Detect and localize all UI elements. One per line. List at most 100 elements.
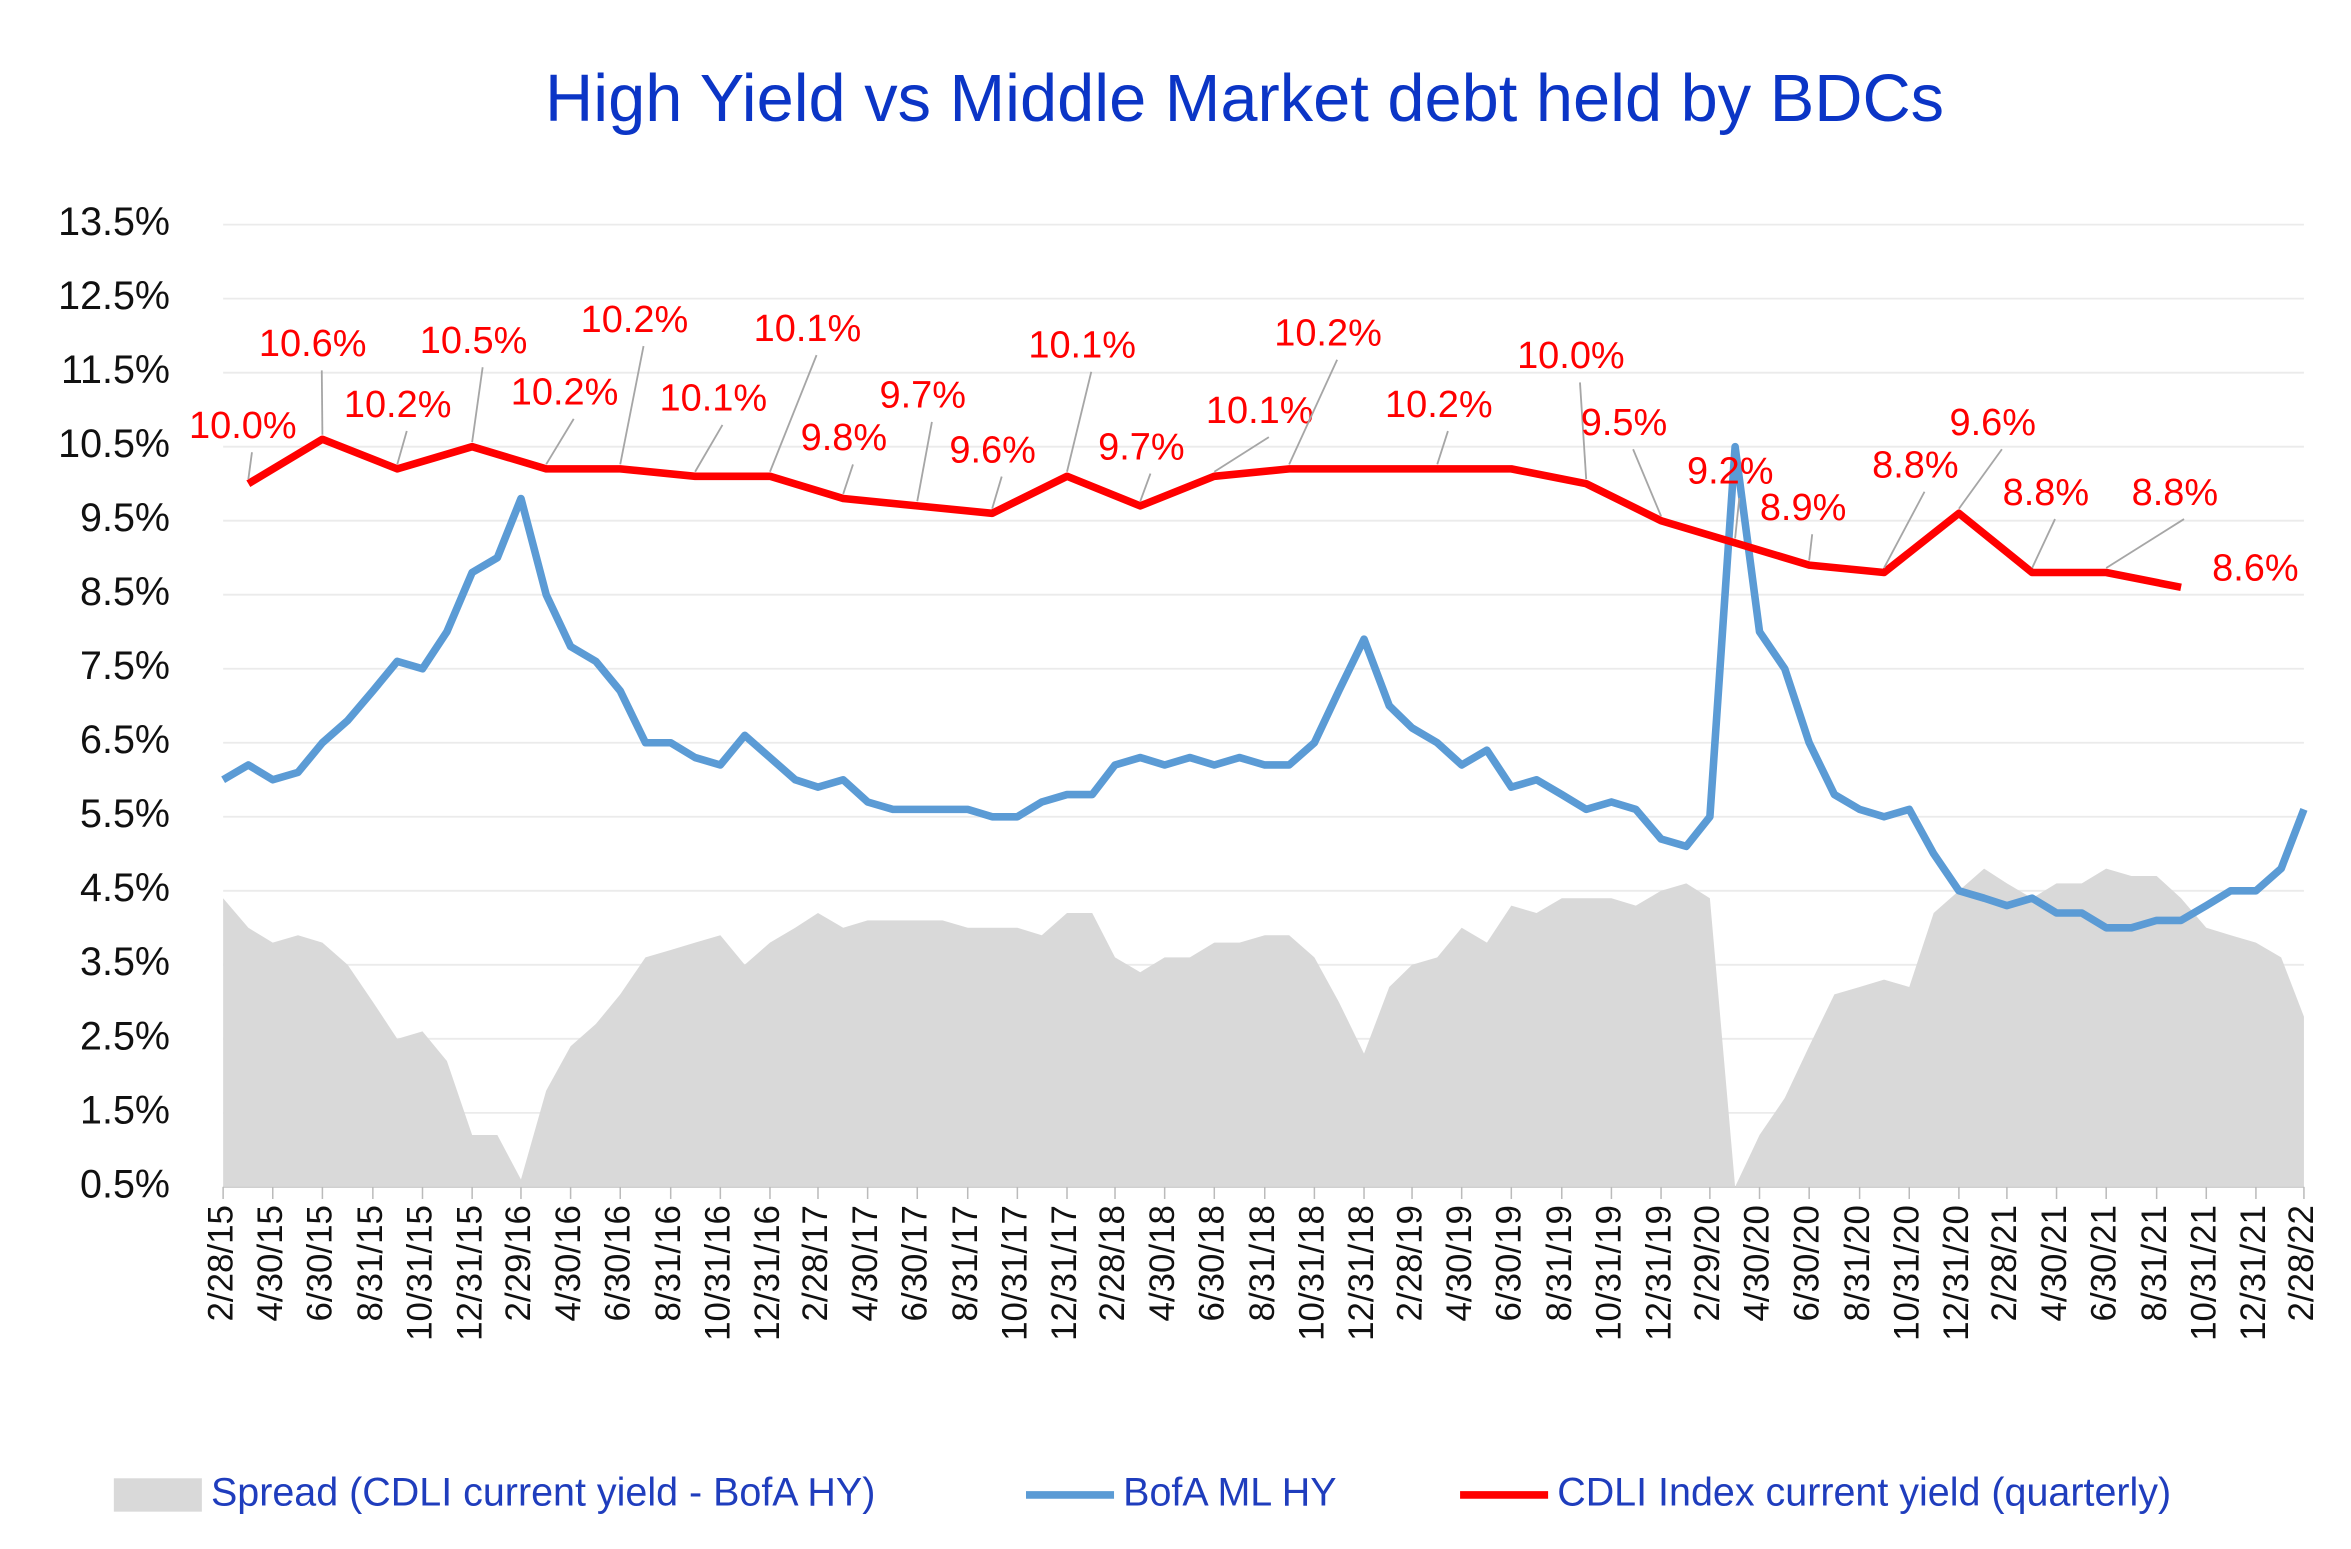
- leader-line: [1213, 436, 1270, 473]
- x-tick-label: 2/28/22: [2282, 1205, 2321, 1321]
- data-label: 10.0%: [1517, 335, 1625, 377]
- x-tick-label: 6/30/17: [895, 1205, 934, 1321]
- leader-line: [916, 421, 933, 502]
- legend-label: BofA ML HY: [1123, 1470, 1336, 1514]
- x-tick-label: 8/31/19: [1540, 1205, 1579, 1321]
- y-tick-label: 2.5%: [80, 1014, 170, 1058]
- x-tick-label: 4/30/18: [1143, 1205, 1182, 1321]
- leader-line: [1579, 382, 1588, 480]
- x-tick-label: 2/28/17: [796, 1205, 835, 1321]
- x-tick-label: 8/31/15: [351, 1205, 390, 1321]
- leader-line: [1436, 430, 1449, 465]
- data-label: 9.7%: [1098, 426, 1184, 468]
- leader-line: [1734, 497, 1741, 539]
- y-tick-label: 8.5%: [80, 570, 170, 614]
- data-label: 9.6%: [1950, 402, 2036, 444]
- x-tick-label: 6/30/15: [301, 1205, 340, 1321]
- data-label: 10.1%: [1206, 390, 1314, 432]
- y-tick-label: 11.5%: [61, 348, 170, 392]
- data-label: 8.8%: [2132, 472, 2218, 514]
- y-tick-label: 4.5%: [80, 866, 170, 910]
- x-tick-label: 2/28/15: [201, 1205, 240, 1321]
- leader-line: [1808, 534, 1814, 561]
- x-tick-label: 10/31/15: [401, 1205, 440, 1341]
- spread-area: [223, 868, 2304, 1187]
- y-tick-label: 9.5%: [80, 496, 170, 540]
- data-label: 10.1%: [754, 308, 862, 350]
- leader-line: [619, 345, 645, 465]
- y-tick-label: 3.5%: [80, 940, 170, 984]
- x-tick-label: 12/31/16: [748, 1205, 787, 1341]
- leader-line: [1883, 491, 1926, 569]
- data-label: 9.2%: [1687, 451, 1773, 493]
- x-tick-label: 8/31/20: [1838, 1205, 1877, 1321]
- x-tick-label: 6/30/20: [1787, 1205, 1826, 1321]
- x-tick-label: 8/31/17: [946, 1205, 985, 1321]
- data-label: 10.2%: [581, 299, 689, 341]
- leader-line: [1958, 448, 2003, 510]
- legend-label: CDLI Index current yield (quarterly): [1557, 1470, 2171, 1514]
- x-tick-label: 10/31/17: [996, 1205, 1035, 1341]
- x-tick-label: 2/28/18: [1093, 1205, 1132, 1321]
- leader-line: [247, 452, 253, 480]
- x-tick-label: 12/31/20: [1937, 1205, 1976, 1341]
- y-tick-label: 1.5%: [80, 1088, 170, 1132]
- x-tick-label: 4/30/15: [251, 1205, 290, 1321]
- leader-line: [320, 370, 324, 435]
- x-tick-label: 6/30/18: [1193, 1205, 1232, 1321]
- y-tick-label: 5.5%: [80, 792, 170, 836]
- x-tick-label: 8/31/18: [1243, 1205, 1282, 1321]
- series-line: [246, 435, 2182, 592]
- x-tick-label: 2/28/21: [1985, 1205, 2024, 1321]
- data-label: 9.6%: [949, 429, 1035, 471]
- x-tick-label: 6/30/16: [598, 1205, 637, 1321]
- y-tick-label: 13.5%: [58, 200, 170, 244]
- x-tick-label: 12/31/15: [450, 1205, 489, 1341]
- x-tick-label: 12/31/17: [1045, 1205, 1084, 1341]
- y-tick-label: 0.5%: [80, 1162, 170, 1206]
- leader-line: [2031, 518, 2056, 569]
- data-label: 9.5%: [1581, 402, 1667, 444]
- data-label: 10.5%: [420, 320, 528, 362]
- leader-line: [2105, 518, 2185, 569]
- leader-line: [471, 367, 484, 443]
- x-tick-label: 4/30/19: [1440, 1205, 1479, 1321]
- data-label: 10.2%: [344, 384, 452, 426]
- data-label: 10.2%: [1385, 384, 1493, 426]
- x-tick-label: 2/29/20: [1688, 1205, 1727, 1321]
- x-tick-label: 4/30/16: [549, 1205, 588, 1321]
- x-tick-label: 10/31/16: [699, 1205, 738, 1341]
- leader-line: [1632, 448, 1662, 517]
- y-tick-label: 7.5%: [80, 644, 170, 688]
- leader-line: [842, 464, 854, 495]
- data-label: 8.8%: [1872, 444, 1958, 486]
- x-tick-label: 2/29/16: [499, 1205, 538, 1321]
- x-tick-label: 10/31/18: [1293, 1205, 1332, 1341]
- x-axis: 2/28/15 4/30/15 6/30/15 8/31/15 10/31/15 12/3…: [201, 1186, 2321, 1341]
- leader-line: [694, 424, 724, 473]
- leader-line: [545, 418, 575, 465]
- y-tick-label: 6.5%: [80, 718, 170, 762]
- x-tick-label: 2/28/19: [1390, 1205, 1429, 1321]
- x-tick-label: 12/31/18: [1342, 1205, 1381, 1341]
- x-tick-label: 6/30/19: [1490, 1205, 1529, 1321]
- data-label: 8.8%: [2003, 472, 2089, 514]
- x-tick-label: 4/30/17: [846, 1205, 885, 1321]
- data-label: 8.6%: [2212, 548, 2298, 590]
- leader-line: [1139, 473, 1152, 502]
- x-tick-label: 10/31/20: [1887, 1205, 1926, 1341]
- x-tick-label: 4/30/20: [1738, 1205, 1777, 1321]
- data-label: 9.8%: [801, 417, 887, 459]
- x-tick-label: 4/30/21: [2035, 1205, 2074, 1321]
- x-tick-label: 6/30/21: [2084, 1205, 2123, 1321]
- leader-line: [1066, 371, 1093, 472]
- data-label: 10.0%: [189, 405, 297, 447]
- x-tick-label: 12/31/19: [1639, 1205, 1678, 1341]
- legend-label: Spread (CDLI current yield - BofA HY): [211, 1470, 875, 1514]
- x-tick-label: 12/31/21: [2234, 1205, 2273, 1341]
- data-label: 10.1%: [660, 378, 768, 420]
- series-line: [221, 442, 2308, 932]
- data-label: 10.2%: [1274, 312, 1382, 354]
- data-label: 8.9%: [1760, 487, 1846, 529]
